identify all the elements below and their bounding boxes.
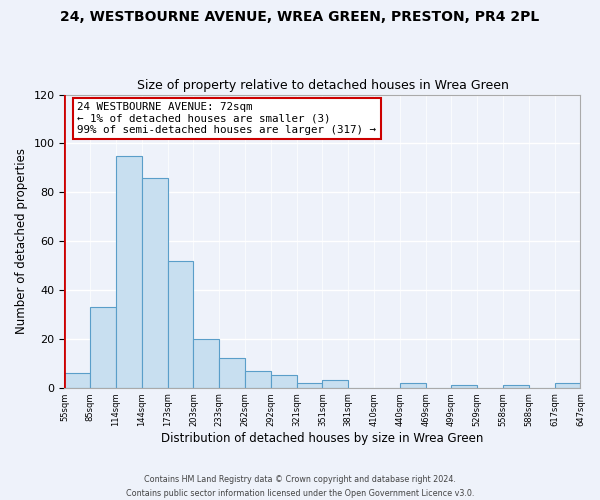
Bar (400, 383, 425, 388)
Bar (116, 156, 142, 388)
Bar (167, 260, 193, 388)
Bar (322, 380, 348, 388)
Bar (219, 358, 245, 388)
Text: Contains HM Land Registry data © Crown copyright and database right 2024.
Contai: Contains HM Land Registry data © Crown c… (126, 476, 474, 498)
Bar (296, 383, 322, 388)
Text: 24 WESTBOURNE AVENUE: 72sqm
← 1% of detached houses are smaller (3)
99% of semi-: 24 WESTBOURNE AVENUE: 72sqm ← 1% of deta… (77, 102, 376, 135)
Bar (271, 376, 296, 388)
X-axis label: Distribution of detached houses by size in Wrea Green: Distribution of detached houses by size … (161, 432, 484, 445)
Bar (503, 386, 529, 388)
Title: Size of property relative to detached houses in Wrea Green: Size of property relative to detached ho… (137, 79, 508, 92)
Bar (554, 383, 580, 388)
Bar (90, 307, 116, 388)
Y-axis label: Number of detached properties: Number of detached properties (15, 148, 28, 334)
Bar (245, 370, 271, 388)
Bar (64, 373, 90, 388)
Bar (451, 386, 477, 388)
Text: 24, WESTBOURNE AVENUE, WREA GREEN, PRESTON, PR4 2PL: 24, WESTBOURNE AVENUE, WREA GREEN, PREST… (61, 10, 539, 24)
Bar (193, 339, 219, 388)
Bar (142, 178, 167, 388)
